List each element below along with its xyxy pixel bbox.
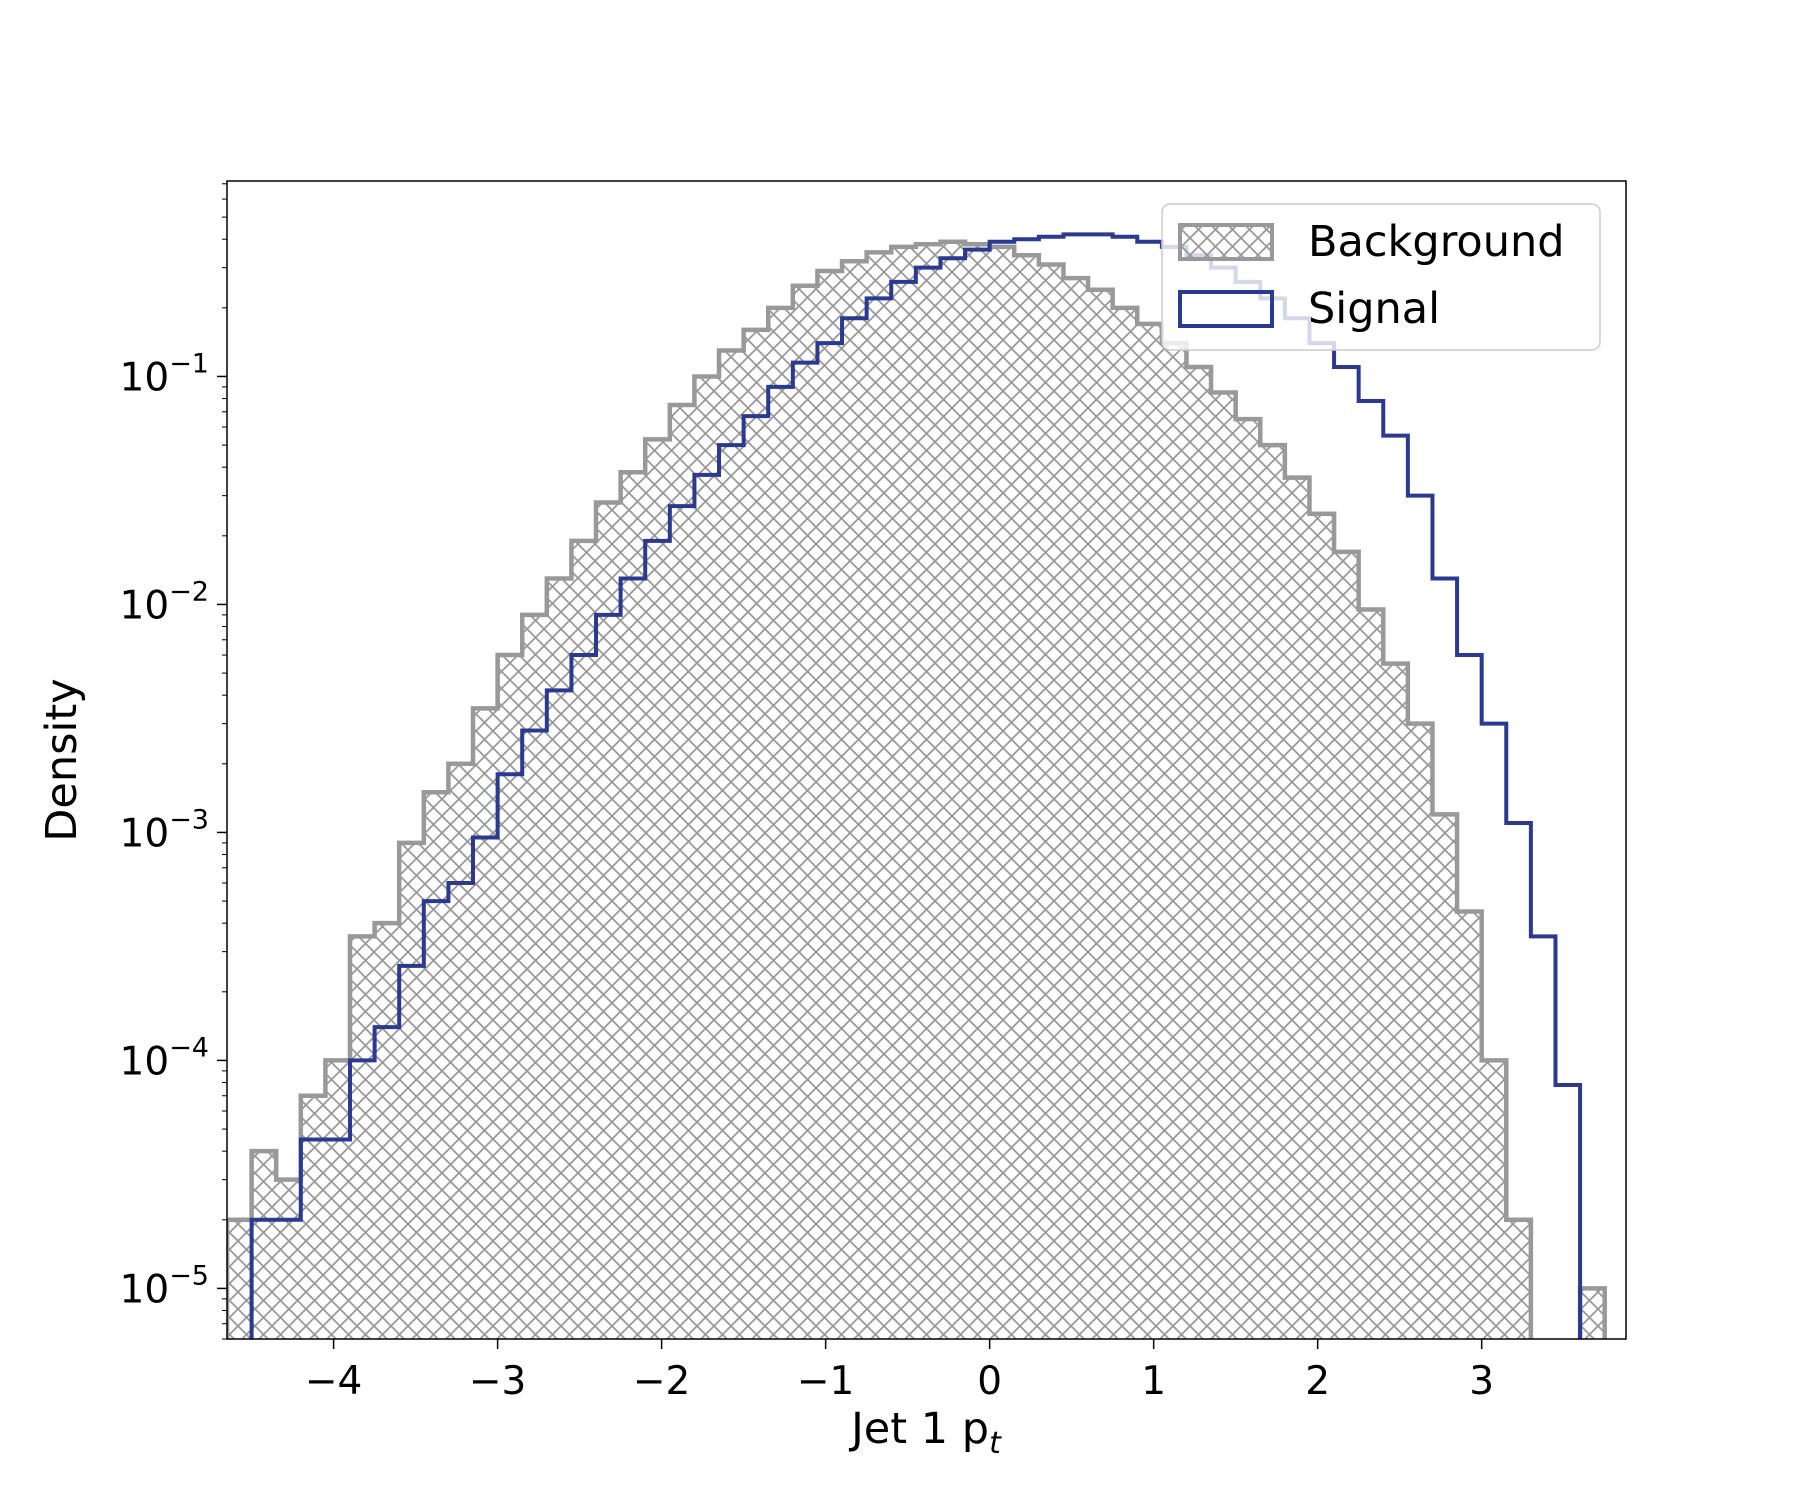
plot-area xyxy=(226,180,1627,1340)
y-axis: 10−5 10−4 10−3 10−2 10−1 xyxy=(120,183,227,1340)
x-axis-label-subscript: t xyxy=(989,1426,1002,1461)
x-tick-label: −2 xyxy=(633,1359,691,1404)
legend: Background Signal xyxy=(1161,203,1601,351)
y-tick-label: 10−3 xyxy=(120,804,209,856)
series-background-histogram xyxy=(227,239,1607,1339)
legend-label-signal: Signal xyxy=(1308,284,1440,334)
x-tick-label: −4 xyxy=(305,1359,363,1404)
x-tick-label: −3 xyxy=(469,1359,527,1404)
series-layer xyxy=(227,232,1607,1339)
y-tick-label: 10−2 xyxy=(120,576,209,628)
x-tick-label: 2 xyxy=(1305,1359,1330,1404)
y-axis-label: Density xyxy=(37,678,87,841)
y-tick-label: 10−5 xyxy=(120,1260,209,1312)
x-tick-label: −1 xyxy=(797,1359,855,1404)
x-axis: −4 −3 −2 −1 0 1 2 3 xyxy=(305,1339,1494,1404)
y-tick-label: 10−4 xyxy=(120,1032,209,1084)
legend-label-background: Background xyxy=(1308,217,1565,267)
y-tick-label: 10−1 xyxy=(120,348,209,400)
x-tick-label: 0 xyxy=(977,1359,1002,1404)
x-tick-label: 3 xyxy=(1469,1359,1494,1404)
plot-frame xyxy=(226,180,1627,1340)
legend-swatch-background xyxy=(1178,223,1274,261)
x-axis-label-main: Jet 1 p xyxy=(848,1404,989,1454)
legend-swatch-signal xyxy=(1178,290,1274,328)
series-signal-histogram xyxy=(249,232,1583,1339)
x-tick-label: 1 xyxy=(1141,1359,1166,1404)
x-axis-label: Jet 1 pt xyxy=(848,1404,1002,1461)
